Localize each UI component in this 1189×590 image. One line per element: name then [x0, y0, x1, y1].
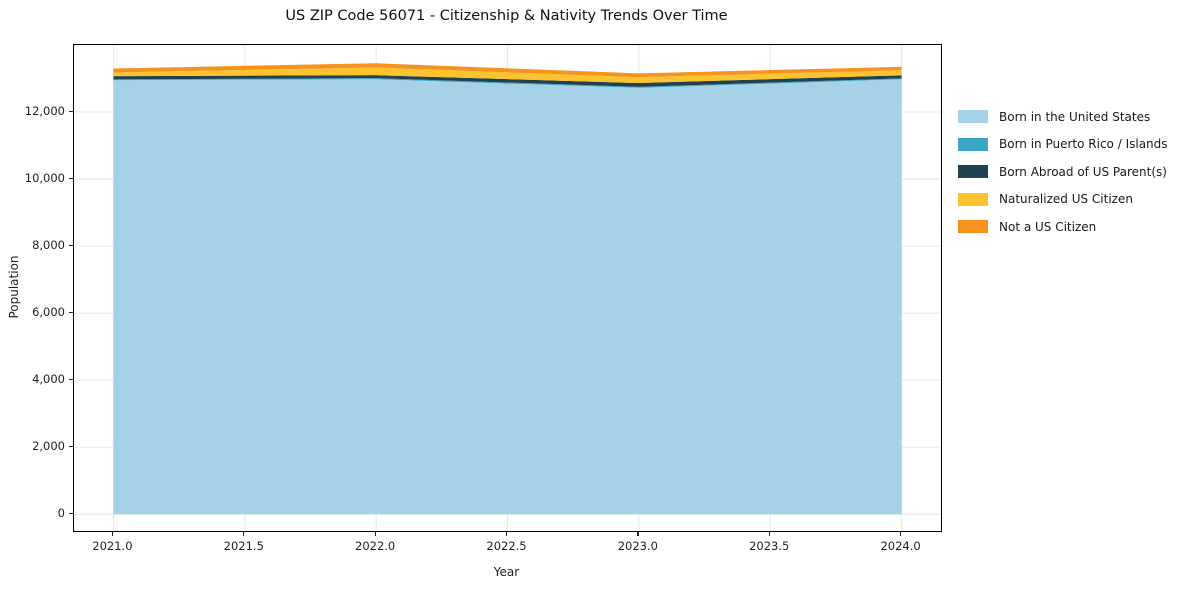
- x-tick-label: 2022.0: [355, 539, 396, 553]
- y-tick-mark: [69, 512, 73, 514]
- area-born-in-the-united-states: [113, 79, 902, 515]
- chart-title: US ZIP Code 56071 - Citizenship & Nativi…: [285, 8, 728, 24]
- area-born-in-puerto-rico-islands: [113, 78, 902, 88]
- legend-swatch: [958, 220, 988, 234]
- legend-label: Born Abroad of US Parent(s): [999, 164, 1167, 179]
- x-tick-mark: [637, 531, 639, 536]
- legend-item-naturalized-us-citizen: Naturalized US Citizen: [958, 186, 1168, 214]
- legend-swatch: [958, 165, 988, 179]
- legend-item-born-in-puerto-rico-islands: Born in Puerto Rico / Islands: [958, 131, 1168, 159]
- y-tick-label: 8,000: [32, 238, 65, 253]
- legend-label: Not a US Citizen: [999, 219, 1097, 234]
- y-tick-label: 2,000: [32, 439, 65, 454]
- y-tick-mark: [69, 177, 73, 179]
- x-tick-label: 2021.0: [92, 539, 133, 553]
- legend-label: Born in the United States: [999, 109, 1151, 124]
- y-tick-mark: [69, 445, 73, 447]
- legend-swatch: [958, 192, 988, 206]
- legend: Born in the United States Born in Puerto …: [958, 103, 1168, 241]
- legend-item-not-a-us-citizen: Not a US Citizen: [958, 213, 1168, 241]
- y-tick-label: 0: [57, 506, 65, 521]
- stacked-area-plot: [74, 45, 941, 531]
- x-tick-label: 2021.5: [223, 539, 264, 553]
- y-tick-mark: [69, 378, 73, 380]
- y-tick-label: 4,000: [32, 372, 65, 387]
- y-tick-label: 10,000: [24, 171, 65, 186]
- y-tick-mark: [69, 311, 73, 313]
- x-tick-mark: [374, 531, 376, 536]
- x-tick-mark: [900, 531, 902, 536]
- legend-swatch: [958, 110, 988, 124]
- x-tick-mark: [506, 531, 508, 536]
- x-tick-label: 2022.5: [486, 539, 527, 553]
- x-tick-label: 2023.5: [749, 539, 790, 553]
- legend-swatch: [958, 137, 988, 151]
- y-tick-label: 12,000: [24, 104, 65, 119]
- x-tick-label: 2024.0: [880, 539, 921, 553]
- legend-item-born-in-the-united-states: Born in the United States: [958, 103, 1168, 131]
- area-not-a-us-citizen: [113, 63, 902, 78]
- x-tick-label: 2023.0: [617, 539, 658, 553]
- y-tick-mark: [69, 110, 73, 112]
- legend-label: Naturalized US Citizen: [999, 192, 1133, 207]
- legend-item-born-abroad-of-us-parent-s: Born Abroad of US Parent(s): [958, 158, 1168, 186]
- y-axis-label: Population: [7, 255, 21, 319]
- y-tick-label: 6,000: [32, 305, 65, 320]
- x-axis-label: Year: [493, 565, 520, 579]
- area-naturalized-us-citizen: [113, 67, 902, 84]
- legend-label: Born in Puerto Rico / Islands: [999, 137, 1168, 152]
- x-tick-mark: [111, 531, 114, 536]
- x-tick-mark: [243, 531, 245, 536]
- x-tick-mark: [768, 531, 770, 536]
- y-tick-mark: [69, 244, 73, 246]
- plot-area: [73, 44, 942, 532]
- area-born-abroad-of-us-parent-s: [113, 75, 902, 87]
